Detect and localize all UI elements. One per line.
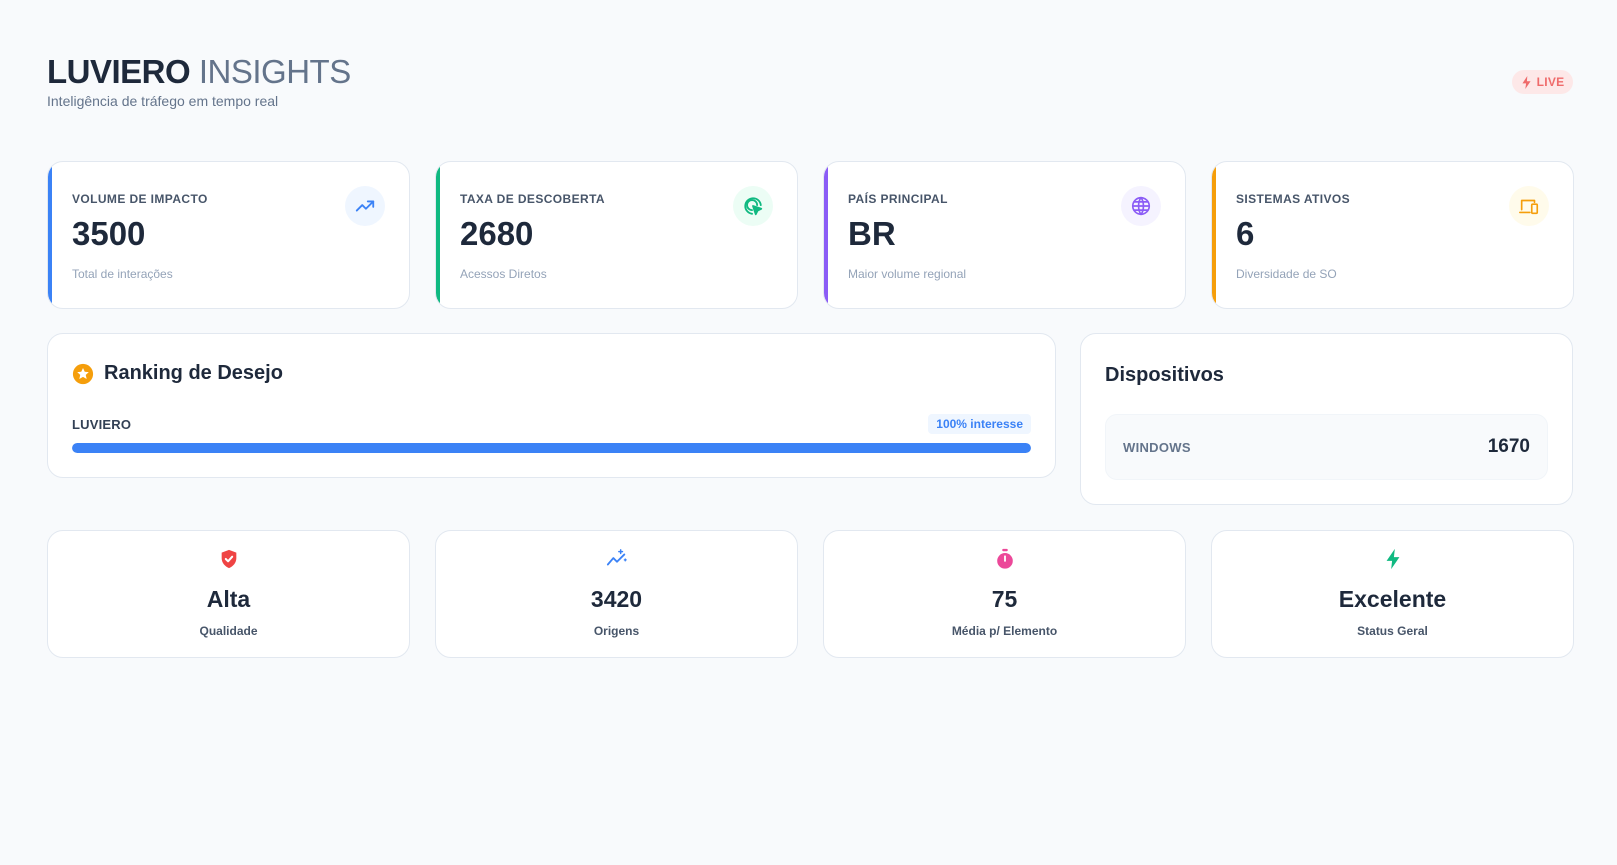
page-title: LUVIERO INSIGHTS (47, 52, 351, 92)
kpi-title: TAXA DE DESCOBERTA (460, 192, 605, 206)
kpi-accent-bar (1212, 162, 1216, 308)
star-icon (72, 363, 94, 384)
ranking-item-badge: 100% interesse (928, 414, 1031, 434)
kpi-caption: Total de interações (72, 267, 173, 281)
kpi-accent-bar (48, 162, 52, 308)
kpi-title: VOLUME DE IMPACTO (72, 192, 208, 206)
stat-value: Alta (206, 586, 251, 612)
kpi-value: 2680 (460, 215, 534, 252)
stat-card-origins: 3420 Origens (435, 530, 798, 658)
ranking-title: Ranking de Desejo (104, 362, 283, 384)
kpi-accent-bar (824, 162, 828, 308)
bolt-icon (1381, 547, 1405, 571)
stat-label: Status Geral (1357, 624, 1428, 638)
globe-icon (1121, 186, 1161, 226)
ranking-header: Ranking de Desejo (72, 362, 283, 385)
stat-card-status: Excelente Status Geral (1211, 530, 1574, 658)
stat-value: Excelente (1338, 586, 1447, 612)
kpi-caption: Acessos Diretos (460, 267, 547, 281)
kpi-card-volume: VOLUME DE IMPACTO 3500 Total de interaçõ… (47, 161, 410, 309)
kpi-card-discovery: TAXA DE DESCOBERTA 2680 Acessos Diretos (435, 161, 798, 309)
stat-value: 3420 (590, 586, 643, 612)
kpi-value: 3500 (72, 215, 146, 252)
devices-card: Dispositivos WINDOWS 1670 (1080, 333, 1573, 505)
devices-title: Dispositivos (1105, 364, 1224, 386)
kpi-value: BR (848, 215, 896, 252)
ranking-item-label: LUVIERO (72, 417, 132, 432)
stat-card-quality: Alta Qualidade (47, 530, 410, 658)
kpi-caption: Maior volume regional (848, 267, 967, 281)
ranking-card: Ranking de Desejo LUVIERO 100% interesse (47, 333, 1056, 478)
shield-check-icon (217, 547, 241, 571)
devices-icon (1509, 186, 1549, 226)
kpi-caption: Diversidade de SO (1236, 267, 1337, 281)
live-badge: LIVE (1512, 70, 1573, 94)
kpi-card-systems: SISTEMAS ATIVOS 6 Diversidade de SO (1211, 161, 1574, 309)
device-count: 1670 (1487, 436, 1530, 457)
device-row: WINDOWS 1670 (1105, 414, 1548, 480)
target-cursor-icon (733, 186, 773, 226)
kpi-title: SISTEMAS ATIVOS (1236, 192, 1351, 206)
stat-value: 75 (991, 586, 1018, 612)
live-label: LIVE (1536, 75, 1565, 89)
brand-strong: LUVIERO (47, 53, 191, 90)
stat-label: Média p/ Elemento (951, 624, 1058, 638)
kpi-title: PAÍS PRINCIPAL (848, 192, 948, 206)
ranking-progress-fill (72, 443, 1031, 453)
kpi-accent-bar (436, 162, 440, 308)
kpi-card-country: PAÍS PRINCIPAL BR Maior volume regional (823, 161, 1186, 309)
stopwatch-icon (993, 547, 1017, 571)
stat-card-average: 75 Média p/ Elemento (823, 530, 1186, 658)
ranking-progress-track (72, 443, 1031, 453)
bolt-icon (1522, 75, 1531, 89)
trending-up-icon (345, 186, 385, 226)
page-subtitle: Inteligência de tráfego em tempo real (47, 93, 279, 109)
kpi-value: 6 (1236, 215, 1255, 252)
stat-label: Qualidade (199, 624, 258, 638)
page-header: LUVIERO INSIGHTS Inteligência de tráfego… (47, 52, 351, 109)
device-name: WINDOWS (1123, 440, 1191, 455)
chart-sparkle-icon (605, 547, 629, 571)
brand-light: INSIGHTS (198, 53, 351, 90)
stat-label: Origens (593, 624, 640, 638)
